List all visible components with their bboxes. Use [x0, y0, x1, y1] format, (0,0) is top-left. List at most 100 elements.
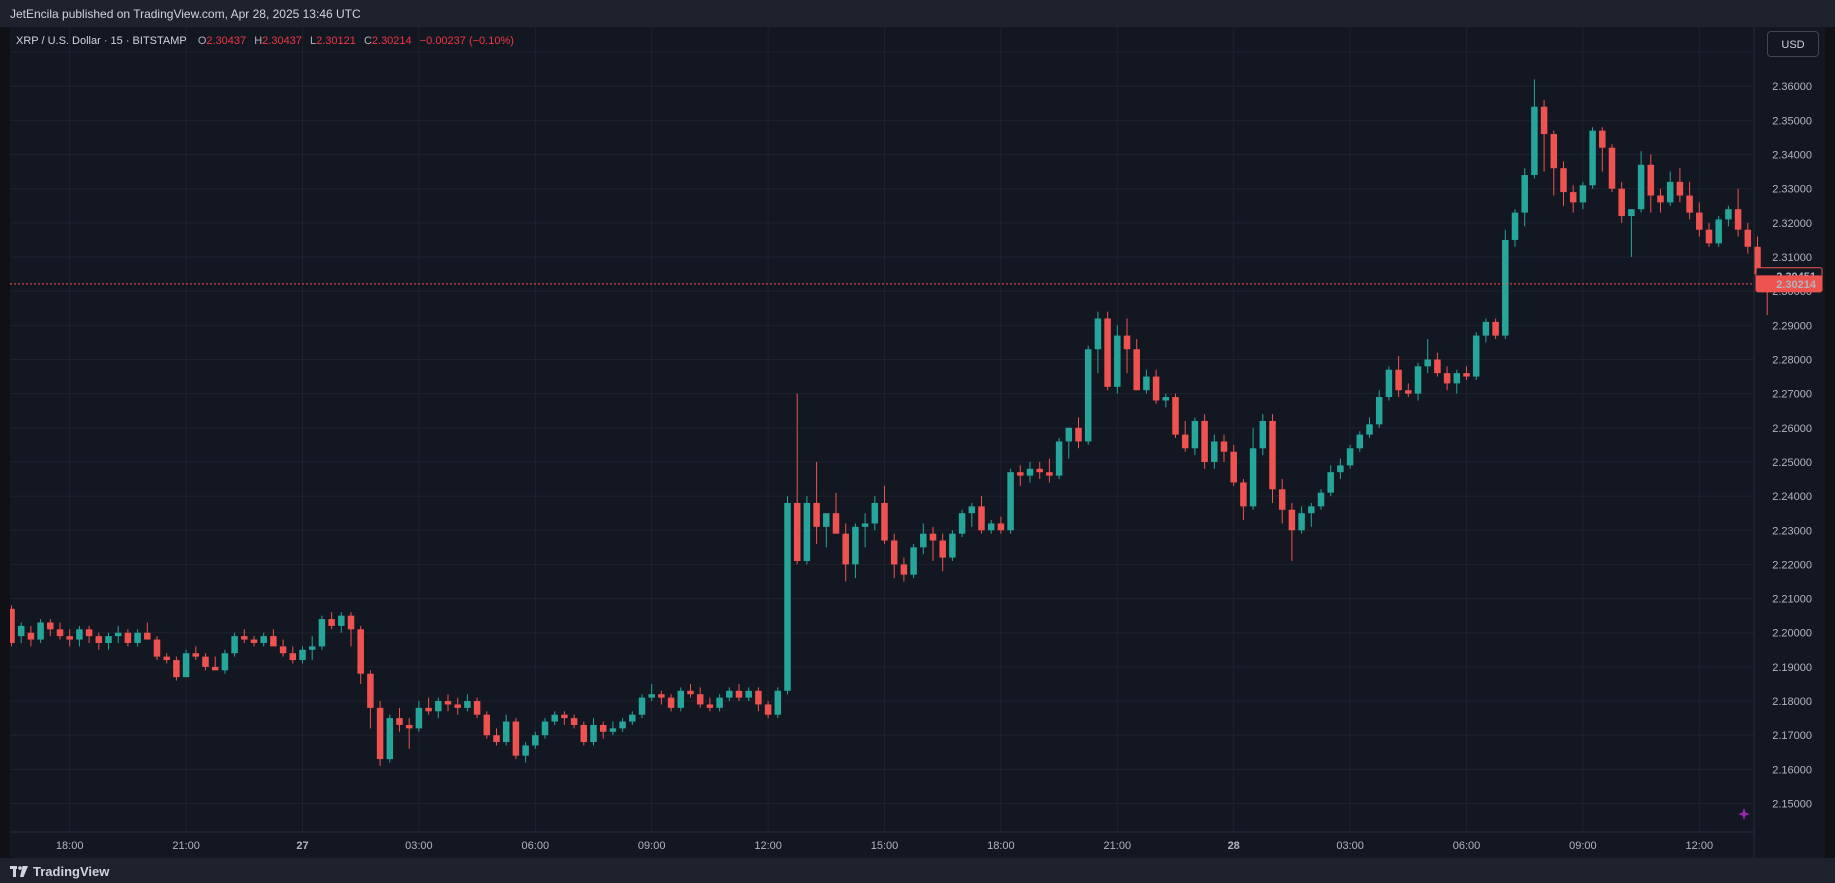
candle-body	[532, 735, 539, 746]
candle-body	[900, 564, 908, 575]
candle-body	[929, 533, 937, 541]
candle-body	[493, 735, 500, 743]
candle-body	[580, 724, 588, 743]
candle-body	[1405, 390, 1412, 394]
close-label: C	[363, 35, 372, 47]
candle-body	[871, 502, 879, 524]
candle-body	[27, 632, 35, 640]
candle-body	[832, 513, 840, 534]
candle-body	[1492, 321, 1499, 336]
time-tick-label: 18:00	[987, 840, 1015, 852]
candle-body	[1560, 168, 1567, 193]
price-tick-label: 2.22000	[1772, 559, 1812, 571]
symbol-title: XRP / U.S. Dollar · 15 · BITSTAMP	[16, 35, 187, 47]
candle-body	[221, 653, 229, 671]
candle-body	[696, 694, 704, 705]
candle-body	[1628, 209, 1635, 217]
candle-body	[939, 540, 946, 558]
candle-body	[1569, 192, 1577, 203]
price-tick-label: 2.21000	[1772, 594, 1812, 606]
candle-body	[95, 636, 103, 643]
candle-body	[852, 526, 859, 565]
candle-body	[260, 636, 267, 643]
price-tick-label: 2.28000	[1772, 354, 1812, 366]
candle-body	[1385, 369, 1393, 398]
price-tick-label: 2.15000	[1772, 799, 1812, 811]
candle-body	[347, 615, 355, 630]
price-tick-label: 2.25000	[1772, 457, 1812, 469]
time-tick-label: 21:00	[172, 840, 200, 852]
candle-body	[658, 694, 665, 698]
time-tick-label: 12:00	[754, 840, 782, 852]
footer-bar: TradingView	[0, 858, 1835, 883]
candle-body	[590, 724, 597, 743]
candle-body	[415, 707, 423, 729]
candle-body	[1540, 106, 1548, 135]
low-label: L	[309, 35, 317, 47]
chart-area[interactable]: 2.370002.360002.350002.340002.330002.320…	[10, 27, 1825, 858]
price-axis: 2.370002.360002.350002.340002.330002.320…	[1772, 47, 1812, 810]
candle-body	[1589, 130, 1596, 186]
price-tick-label: 2.27000	[1772, 389, 1812, 401]
time-tick-label: 18:00	[56, 840, 84, 852]
candle-body	[842, 533, 849, 565]
candle-body	[1618, 188, 1625, 217]
candle-body	[182, 653, 190, 678]
candle-body	[202, 656, 209, 667]
candle-body	[444, 701, 452, 705]
candle-body	[726, 690, 733, 698]
candle-body	[764, 704, 772, 715]
candle-body	[1521, 175, 1528, 213]
price-tick-label: 2.17000	[1772, 730, 1812, 742]
candle-body	[706, 704, 714, 708]
time-tick-label: 03:00	[1336, 840, 1364, 852]
symbol-legend: XRP / U.S. Dollar · 15 · BITSTAMP O2.304…	[16, 35, 519, 47]
candle-body	[211, 666, 219, 671]
candle-body	[1075, 427, 1082, 442]
candle-body	[386, 718, 394, 760]
candle-body	[978, 506, 985, 531]
candle-body	[949, 533, 956, 558]
candle-body	[1346, 448, 1354, 466]
candle-body	[1327, 472, 1334, 493]
tradingview-logo[interactable]: TradingView	[10, 864, 109, 879]
candle-body	[338, 615, 345, 626]
candle-body	[153, 639, 161, 657]
candle-body	[1579, 185, 1587, 203]
candle-body	[1317, 492, 1325, 507]
candle-body	[1472, 335, 1480, 377]
candle-body	[1647, 164, 1655, 196]
candle-body	[1375, 397, 1383, 425]
candle-body	[1114, 335, 1121, 387]
candle-body	[10, 608, 15, 643]
candle-body	[367, 673, 374, 708]
candle-body	[1278, 489, 1286, 510]
candle-body	[1608, 147, 1616, 189]
price-tick-label: 2.34000	[1772, 150, 1812, 162]
price-tick-label: 2.36000	[1772, 81, 1812, 93]
candle-body	[987, 523, 995, 531]
candle-body	[144, 632, 151, 640]
candle-body	[85, 629, 93, 637]
candle-body	[1686, 195, 1693, 213]
price-badge-label: 2.30214	[1776, 279, 1817, 291]
tradingview-logo-icon	[10, 866, 28, 877]
candle-body	[1754, 246, 1761, 275]
candle-body	[599, 724, 607, 732]
price-tick-label: 2.31000	[1772, 252, 1812, 264]
currency-button[interactable]: USD	[1767, 31, 1819, 57]
time-tick-label: 12:00	[1686, 840, 1714, 852]
candle-body	[551, 714, 558, 722]
candle-body	[1026, 468, 1034, 476]
price-chart[interactable]: 2.370002.360002.350002.340002.330002.320…	[10, 27, 1825, 858]
price-badges: 2.304512.30214	[1755, 267, 1823, 293]
time-tick-label: 27	[296, 840, 308, 852]
candle-body	[1191, 420, 1199, 449]
candle-body	[1211, 441, 1218, 462]
price-tick-label: 2.19000	[1772, 662, 1812, 674]
candle-body	[473, 701, 481, 715]
candle-body	[1220, 441, 1228, 452]
price-tick-label: 2.32000	[1772, 218, 1812, 230]
candle-body	[241, 636, 248, 640]
candle-body	[890, 540, 898, 565]
